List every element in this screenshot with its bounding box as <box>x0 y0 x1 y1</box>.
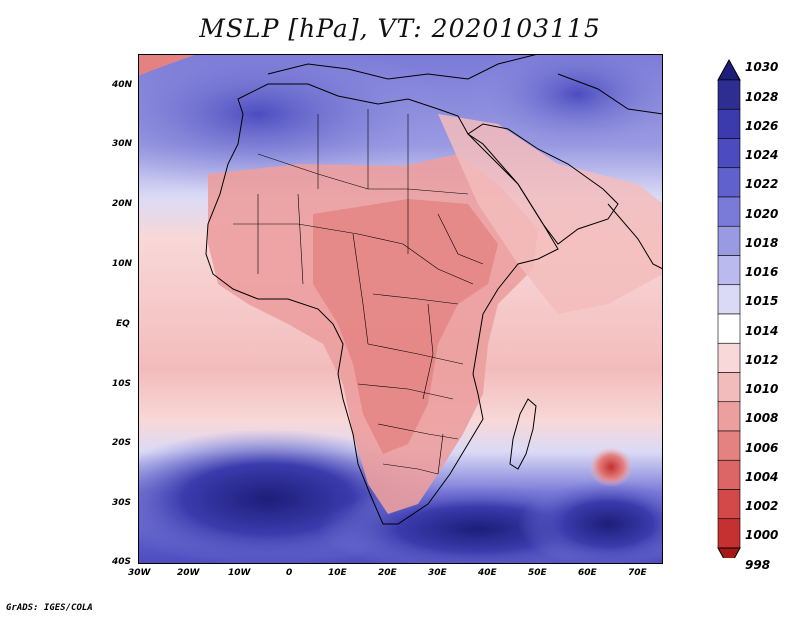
lat-label-10n: 10N <box>112 259 133 269</box>
credit-text: GrADS: IGES/COLA <box>6 603 93 613</box>
colorbar-level-label: 1010 <box>745 382 779 397</box>
lon-label-10w: 10W <box>228 568 251 578</box>
asia-coastline <box>557 73 664 115</box>
country-borders <box>233 109 484 475</box>
arabia-low-field <box>438 114 663 314</box>
colorbar-swatch <box>717 138 741 169</box>
colorbar-level-label: 1018 <box>745 235 779 250</box>
high-pressure-asia <box>468 34 688 154</box>
lon-label-60e: 60E <box>578 568 597 578</box>
colorbar-swatch <box>717 313 741 344</box>
map-frame <box>138 54 663 564</box>
high-pressure-north-atlantic <box>68 34 448 194</box>
colorbar-swatch <box>717 459 741 490</box>
colorbar-swatch <box>717 518 741 549</box>
lat-label-30n: 30N <box>112 139 133 149</box>
lon-label-0: 0 <box>286 568 293 578</box>
colorbar-bottom-arrow <box>717 547 741 558</box>
colorbar-swatch <box>717 342 741 373</box>
colorbar-level-label: 1000 <box>745 528 779 543</box>
colorbar-swatch <box>717 489 741 520</box>
colorbar-level-label: 1015 <box>745 294 779 309</box>
arabia-coastline <box>467 123 619 245</box>
colorbar-level-label: 1008 <box>745 411 779 426</box>
colorbar-level-label: 1006 <box>745 440 779 455</box>
colorbar-level-label: 1002 <box>745 499 779 514</box>
colorbar-level-label: 1030 <box>745 60 779 75</box>
coastlines <box>205 53 664 525</box>
colorbar-level-label: 1014 <box>745 323 779 338</box>
lat-label-40n: 40N <box>112 80 133 90</box>
colorbar-level-label: 1024 <box>745 148 779 163</box>
colorbar-level-label: 1022 <box>745 177 779 192</box>
lon-label-30e: 30E <box>428 568 447 578</box>
colorbar-swatch <box>717 108 741 139</box>
colorbar-level-label: 1004 <box>745 469 779 484</box>
mslp-map <box>68 34 698 574</box>
colorbar-level-label: 1026 <box>745 118 779 133</box>
africa-deeper-low <box>313 199 498 454</box>
low-pressure-corner <box>138 54 198 76</box>
colorbar-level-label: 1012 <box>745 352 779 367</box>
map-title: MSLP [hPa], VT: 2020103115 <box>199 14 601 43</box>
lon-label-30w: 30W <box>128 568 151 578</box>
colorbar-swatch <box>717 255 741 286</box>
lon-label-10e: 10E <box>328 568 347 578</box>
lon-label-50e: 50E <box>528 568 547 578</box>
lat-label-10s: 10S <box>112 379 132 389</box>
colorbar-level-label: 1028 <box>745 89 779 104</box>
colorbar-swatch <box>717 196 741 227</box>
madagascar-coastline <box>509 398 537 470</box>
colorbar-swatch <box>717 79 741 110</box>
colorbar-level-label: 1016 <box>745 265 779 280</box>
india-coastline <box>607 203 664 270</box>
europe-coastline <box>267 53 539 80</box>
lon-label-20e: 20E <box>378 568 397 578</box>
lat-label-20s: 20S <box>112 438 132 448</box>
colorbar-swatch <box>717 430 741 461</box>
africa-coastline <box>205 83 559 525</box>
colorbar-swatch <box>717 401 741 432</box>
lat-label-30s: 30S <box>112 498 132 508</box>
lon-label-40e: 40E <box>478 568 497 578</box>
high-pressure-indian-ocean <box>518 479 698 569</box>
lat-label-eq: EQ <box>116 319 130 329</box>
colorbar-level-label: 1020 <box>745 206 779 221</box>
colorbar-level-label: 998 <box>745 557 771 572</box>
lat-label-40s: 40S <box>112 557 132 567</box>
colorbar-swatch <box>717 284 741 315</box>
lat-label-20n: 20N <box>112 199 133 209</box>
lon-label-70e: 70E <box>628 568 647 578</box>
colorbar-swatch <box>717 372 741 403</box>
map-panel <box>68 34 698 574</box>
lon-label-20w: 20W <box>177 568 200 578</box>
tropical-cyclone <box>589 447 633 487</box>
colorbar-swatch <box>717 225 741 256</box>
colorbar-swatch <box>717 167 741 198</box>
colorbar <box>717 58 741 558</box>
colorbar-top-arrow <box>717 58 741 81</box>
